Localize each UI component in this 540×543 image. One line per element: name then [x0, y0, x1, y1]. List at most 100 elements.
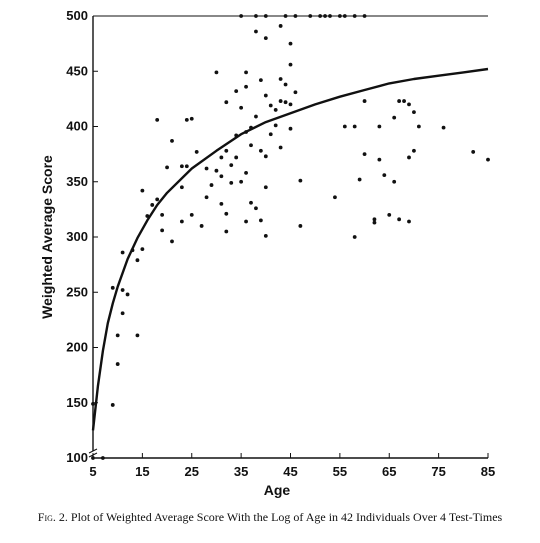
data-point	[199, 224, 204, 228]
data-point	[441, 125, 446, 130]
data-point	[278, 24, 283, 28]
data-point	[387, 213, 392, 217]
data-point	[91, 401, 95, 406]
data-point	[189, 213, 194, 217]
data-point	[293, 14, 298, 18]
data-point	[258, 78, 263, 82]
data-point	[135, 258, 140, 263]
data-point	[372, 220, 377, 225]
data-point	[224, 211, 229, 216]
data-point	[219, 174, 224, 179]
data-point	[263, 93, 268, 98]
y-tick-label: 250	[66, 284, 88, 299]
data-point	[214, 168, 219, 173]
y-tick-label: 350	[66, 174, 88, 189]
x-tick-label: 25	[185, 464, 199, 479]
y-tick-label: 300	[66, 229, 88, 244]
data-point	[407, 155, 411, 160]
data-point	[204, 195, 209, 200]
data-point	[288, 126, 293, 131]
y-tick-label: 450	[66, 63, 88, 78]
data-points	[91, 14, 490, 460]
data-point	[110, 285, 115, 290]
data-point	[362, 14, 367, 18]
data-point	[362, 152, 367, 157]
data-point	[328, 14, 332, 18]
data-point	[234, 89, 239, 94]
log-fit-line	[91, 67, 489, 431]
data-point	[372, 217, 377, 222]
data-point	[258, 148, 263, 153]
ticks: 5 15 25 35 45 55 65 75 85 100 150 200 250 300 350 400 45…	[66, 8, 495, 479]
data-point	[263, 36, 268, 40]
data-point	[392, 179, 397, 184]
data-point	[278, 77, 283, 81]
y-axis-label: Weighted Average Score	[39, 155, 55, 319]
data-point	[278, 145, 283, 150]
y-tick-label: 200	[66, 340, 88, 355]
data-point	[140, 247, 145, 252]
data-point	[219, 201, 224, 206]
data-point	[486, 157, 490, 162]
data-point	[412, 110, 416, 115]
data-point	[189, 116, 194, 121]
data-point	[239, 179, 244, 184]
data-point	[125, 292, 130, 297]
data-point	[318, 14, 323, 18]
x-tick-label: 85	[481, 464, 495, 479]
data-point	[244, 171, 248, 175]
data-point	[249, 143, 253, 148]
figure-number: Fig. 2.	[37, 510, 68, 524]
data-point	[263, 14, 268, 18]
data-point	[224, 148, 229, 153]
data-point	[382, 173, 387, 178]
fit-curve	[91, 67, 489, 431]
data-point	[273, 108, 278, 112]
data-point	[184, 164, 189, 169]
data-point	[407, 219, 411, 224]
data-point	[342, 14, 347, 18]
data-point	[170, 138, 174, 143]
data-point	[194, 150, 199, 154]
data-point	[283, 100, 288, 105]
data-point	[298, 178, 303, 183]
data-point	[357, 177, 362, 182]
data-point	[165, 165, 169, 170]
data-point	[229, 163, 234, 168]
data-point	[244, 84, 248, 89]
data-point	[323, 14, 327, 18]
data-point	[234, 155, 239, 160]
y-tick-label: 500	[66, 8, 88, 23]
data-point	[209, 183, 214, 187]
data-point	[288, 62, 293, 67]
data-point	[293, 90, 298, 95]
data-point	[110, 403, 115, 407]
data-point	[244, 219, 248, 224]
data-point	[179, 185, 184, 190]
data-point	[298, 224, 303, 228]
figure-caption: Fig. 2. Plot of Weighted Average Score W…	[0, 510, 540, 525]
data-point	[342, 124, 347, 129]
x-tick-label: 5	[89, 464, 96, 479]
data-point	[140, 188, 145, 193]
data-point	[160, 228, 165, 233]
x-tick-label: 55	[333, 464, 347, 479]
data-point	[155, 117, 160, 122]
x-tick-label: 75	[431, 464, 445, 479]
axes	[88, 15, 488, 459]
data-point	[352, 124, 357, 129]
data-point	[288, 41, 293, 46]
data-point	[397, 99, 402, 103]
data-point	[397, 217, 402, 222]
y-tick-label: 100	[66, 450, 88, 465]
data-point	[278, 99, 283, 103]
scatter-plot: 5 15 25 35 45 55 65 75 85 100 150 200 250 300 350 400 45…	[39, 8, 495, 498]
data-point	[244, 70, 248, 75]
data-point	[179, 164, 184, 169]
data-point	[160, 213, 165, 217]
data-point	[254, 114, 258, 119]
data-point	[263, 233, 268, 238]
data-point	[352, 14, 357, 18]
data-point	[224, 229, 229, 234]
